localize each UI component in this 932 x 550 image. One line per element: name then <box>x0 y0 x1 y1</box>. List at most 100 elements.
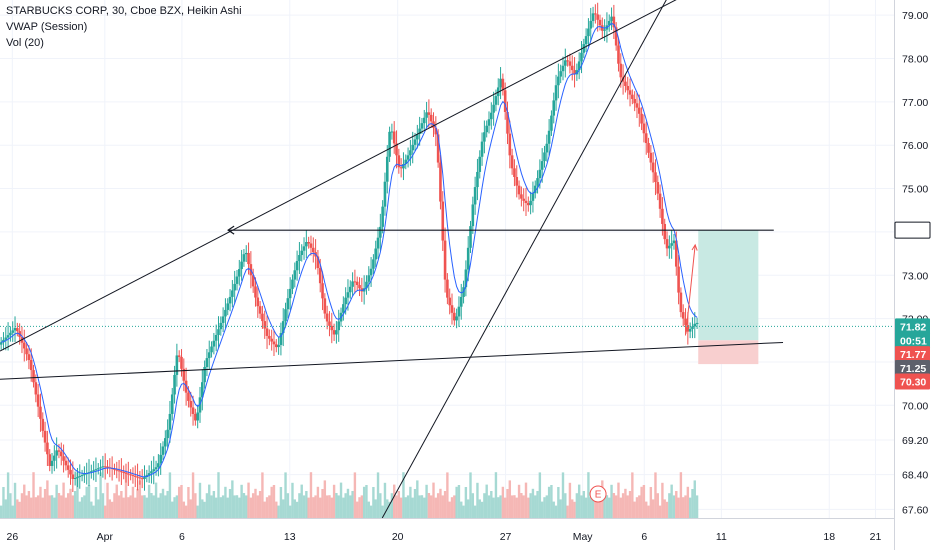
candle <box>127 473 130 475</box>
candle <box>540 161 544 170</box>
candle <box>9 332 12 336</box>
candle <box>330 325 334 331</box>
candle <box>527 203 530 206</box>
indicator-volume[interactable]: Vol (20) <box>6 37 44 49</box>
candle <box>388 131 391 157</box>
volume-bar <box>41 497 44 518</box>
candle <box>240 261 243 270</box>
volume-bar <box>30 497 33 518</box>
drawings[interactable]: E <box>0 0 894 519</box>
candle <box>529 200 532 206</box>
volume-bar <box>432 482 435 518</box>
volume-bar <box>71 495 75 518</box>
volume-bar <box>649 487 653 518</box>
volume-bar <box>184 505 188 518</box>
volume-bar <box>286 493 290 518</box>
volume-bar <box>656 493 659 518</box>
candle <box>624 81 627 86</box>
volume-bar <box>381 505 384 518</box>
candle <box>543 152 546 162</box>
candle <box>207 352 211 359</box>
volume-bar <box>203 501 206 518</box>
candle <box>402 163 405 169</box>
candle <box>661 208 664 224</box>
candle <box>584 36 588 45</box>
candle <box>515 177 519 186</box>
price-tick-label: 67.60 <box>902 504 928 516</box>
volume-bar <box>413 489 417 518</box>
volume-bar <box>85 486 88 518</box>
candle <box>48 454 52 466</box>
volume-bar <box>279 487 283 518</box>
candle <box>286 298 290 310</box>
candle <box>372 259 375 269</box>
candle <box>531 193 535 201</box>
volume-bar <box>182 501 186 518</box>
volume-bar <box>515 497 518 518</box>
volume-bar <box>127 497 130 518</box>
volume-bar <box>150 493 153 518</box>
volume-bar <box>277 505 280 518</box>
volume-bar <box>4 499 7 518</box>
candle <box>358 285 361 289</box>
candle <box>131 475 135 477</box>
volume-bar <box>78 501 81 518</box>
volume-bar <box>672 495 676 518</box>
volume-bar <box>635 497 639 518</box>
price-badge <box>895 373 930 390</box>
candle <box>34 382 38 395</box>
volume-bar <box>57 493 61 518</box>
candle <box>422 117 426 124</box>
candle <box>478 156 482 172</box>
volume-bar <box>510 495 514 518</box>
candle <box>656 182 660 194</box>
volume-bar <box>284 472 287 518</box>
candle <box>552 100 556 116</box>
volume-bar <box>194 493 197 518</box>
candle <box>196 412 199 421</box>
chart-title[interactable]: STARBUCKS CORP, 30, Cboe BZX, Heikin Ash… <box>6 5 242 17</box>
volume-bar <box>397 491 401 518</box>
candle <box>138 477 142 479</box>
candle <box>441 201 445 241</box>
time-axis[interactable]: 26 Apr 6 13 20 27 May 6 11 18 21 <box>0 518 894 550</box>
candle <box>254 286 257 298</box>
candle <box>455 316 458 321</box>
volume-bar <box>631 472 634 518</box>
volume-bar <box>0 505 3 518</box>
candle <box>180 356 183 369</box>
volume-bar <box>228 489 232 518</box>
candle <box>106 466 109 468</box>
candle <box>242 254 246 262</box>
candle <box>614 27 618 46</box>
volume-bar <box>571 499 574 518</box>
candle <box>300 250 304 256</box>
volume-bar <box>476 482 479 518</box>
candle <box>191 407 195 414</box>
stop-zone <box>698 340 759 365</box>
volume-bar <box>48 495 51 518</box>
candle <box>11 330 15 333</box>
candle <box>564 60 567 66</box>
candle <box>32 370 35 383</box>
volume-bar <box>353 472 357 518</box>
candle <box>591 13 595 21</box>
candle <box>374 248 378 260</box>
price-axis[interactable]: 79.0078.0077.0076.0075.0074.0073.0072.00… <box>894 0 932 550</box>
volume-bar <box>282 499 285 518</box>
volume-bar <box>131 486 135 518</box>
volume-bar <box>540 501 544 518</box>
price-tick-label: 68.40 <box>902 470 928 482</box>
candle <box>59 451 63 457</box>
volume-bar <box>693 480 696 518</box>
volume-bar <box>177 486 181 518</box>
volume-bar <box>175 495 179 518</box>
candle <box>150 471 153 474</box>
volume-bar <box>462 505 465 518</box>
indicator-vwap[interactable]: VWAP (Session) <box>6 21 88 33</box>
candle <box>335 330 338 335</box>
candle <box>295 261 299 271</box>
volume-bar <box>453 495 456 518</box>
candle <box>594 13 597 15</box>
